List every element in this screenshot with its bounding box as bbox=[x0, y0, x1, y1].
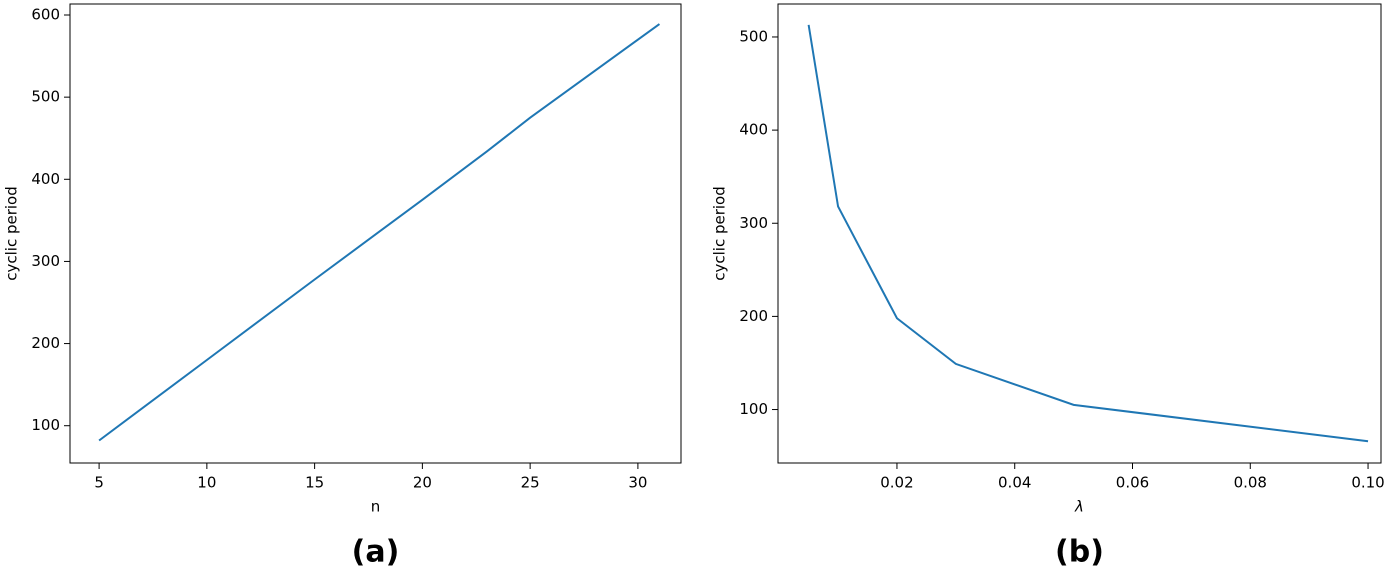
y-axis-label: cyclic period bbox=[711, 186, 729, 281]
x-tick-label: 0.04 bbox=[998, 474, 1031, 492]
x-axis-label: λ bbox=[1074, 498, 1084, 516]
y-tick-label: 300 bbox=[31, 252, 60, 270]
data-line bbox=[98, 23, 661, 442]
y-tick-label: 100 bbox=[31, 416, 60, 434]
y-tick-label: 500 bbox=[31, 88, 60, 106]
y-tick-label: 400 bbox=[31, 170, 60, 188]
plot-frame bbox=[69, 3, 682, 464]
panel-title: (a) bbox=[352, 535, 400, 570]
panel-title: (b) bbox=[1055, 535, 1104, 570]
y-tick-label: 300 bbox=[739, 214, 768, 232]
x-tick-label: 30 bbox=[628, 474, 647, 492]
data-line bbox=[807, 24, 1369, 443]
y-tick-label: 600 bbox=[31, 6, 60, 24]
x-tick-label: 20 bbox=[413, 474, 432, 492]
y-tick-label: 200 bbox=[739, 307, 768, 325]
x-tick-label: 5 bbox=[94, 474, 104, 492]
y-axis-label: cyclic period bbox=[3, 186, 21, 281]
y-tick-label: 500 bbox=[739, 27, 768, 45]
y-tick-label: 400 bbox=[739, 121, 768, 139]
x-tick-label: 25 bbox=[521, 474, 540, 492]
x-tick-label: 10 bbox=[197, 474, 216, 492]
y-tick-label: 200 bbox=[31, 334, 60, 352]
x-tick-label: 0.08 bbox=[1234, 474, 1267, 492]
x-tick-label: 0.02 bbox=[880, 474, 913, 492]
plot-frame bbox=[777, 3, 1382, 464]
x-tick-label: 15 bbox=[305, 474, 324, 492]
x-tick-label: 0.06 bbox=[1116, 474, 1149, 492]
x-axis-label: n bbox=[371, 498, 381, 516]
x-tick-label: 0.10 bbox=[1351, 474, 1384, 492]
y-tick-label: 100 bbox=[739, 400, 768, 418]
